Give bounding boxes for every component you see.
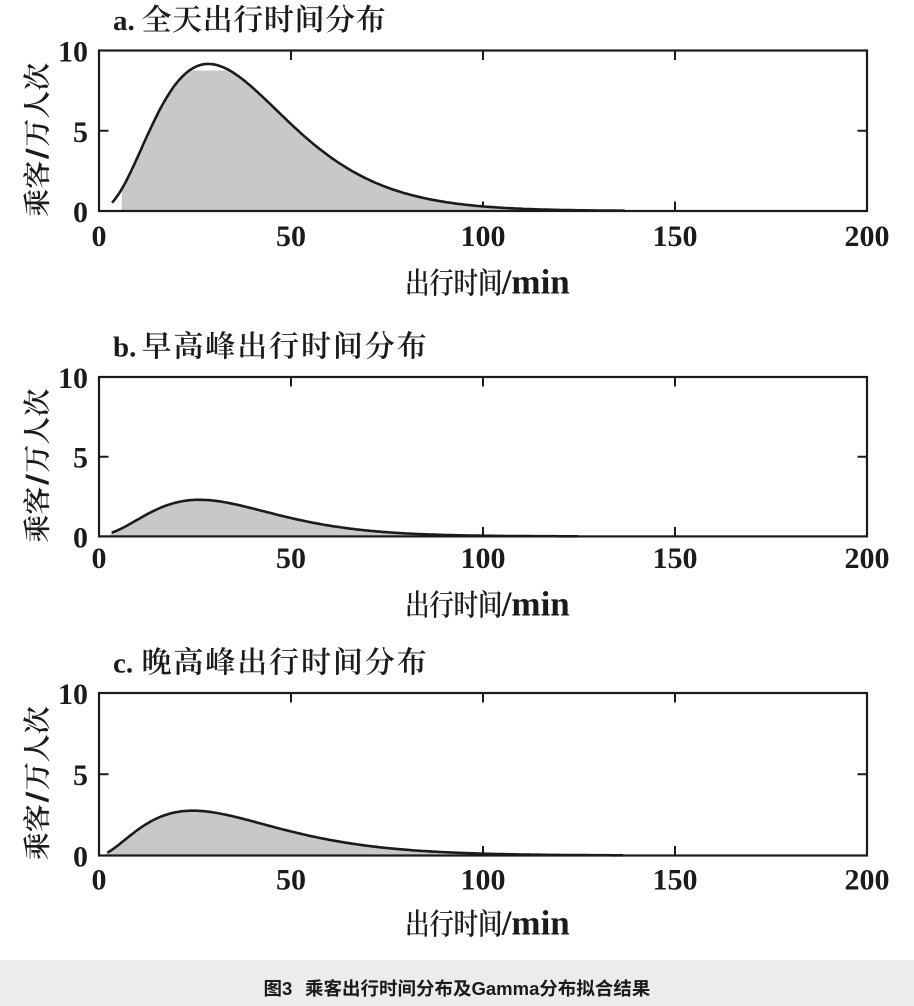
svg-text:150: 150 (653, 864, 698, 897)
svg-text:5: 5 (73, 116, 88, 149)
svg-text:10: 10 (58, 362, 88, 395)
svg-text:/min: /min (501, 904, 570, 943)
svg-text:150: 150 (653, 220, 698, 253)
svg-text:/min: /min (501, 584, 570, 623)
svg-text:200: 200 (845, 542, 890, 575)
svg-text:100: 100 (461, 542, 506, 575)
svg-text:200: 200 (845, 220, 890, 253)
svg-text:0: 0 (92, 542, 107, 575)
svg-text:0: 0 (73, 196, 88, 229)
svg-text:50: 50 (276, 864, 306, 897)
svg-text:10: 10 (58, 678, 88, 711)
svg-text:50: 50 (276, 220, 306, 253)
svg-text:Gamma: Gamma (472, 978, 541, 999)
svg-text:0: 0 (92, 864, 107, 897)
svg-text:0: 0 (73, 841, 88, 874)
svg-text:200: 200 (845, 864, 890, 897)
svg-text:c.: c. (113, 648, 133, 680)
svg-text:5: 5 (73, 759, 88, 792)
svg-text:0: 0 (73, 521, 88, 554)
svg-text:a.: a. (113, 5, 135, 37)
svg-text:5: 5 (73, 442, 88, 475)
svg-text:/min: /min (501, 263, 570, 302)
svg-text:0: 0 (92, 220, 107, 253)
svg-text:b.: b. (113, 332, 136, 364)
svg-text:150: 150 (653, 542, 698, 575)
svg-text:100: 100 (461, 864, 506, 897)
svg-text:3: 3 (282, 978, 292, 999)
svg-text:10: 10 (58, 36, 88, 69)
svg-text:100: 100 (461, 220, 506, 253)
svg-text:50: 50 (276, 542, 306, 575)
